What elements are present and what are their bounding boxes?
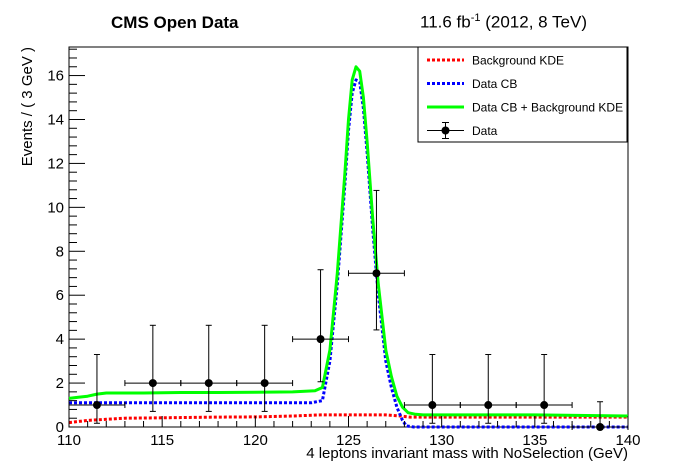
data-point — [403, 354, 461, 424]
y-tick-label: 2 — [56, 375, 64, 392]
x-tick-label: 120 — [243, 432, 268, 449]
y-tick-label: 6 — [56, 287, 64, 304]
data-marker — [540, 401, 549, 410]
energy-label: (2012, 8 TeV) — [480, 12, 587, 32]
x-tick-label: 125 — [336, 432, 361, 449]
data-marker — [596, 423, 605, 431]
legend-label: Data — [472, 124, 498, 138]
x-axis-label: 4 leptons invariant mass with NoSelectio… — [306, 445, 628, 462]
series-layer — [68, 65, 629, 429]
legend-label: Data CB — [472, 77, 517, 91]
x-tick-label: 130 — [429, 432, 454, 449]
data-marker — [260, 379, 269, 388]
y-tick-label: 16 — [47, 68, 64, 85]
y-tick-label: 8 — [56, 243, 64, 260]
legend-marker — [441, 126, 450, 135]
data-point — [348, 189, 405, 331]
x-tick-label: 110 — [57, 432, 81, 449]
y-tick-label: 0 — [56, 419, 64, 436]
legend-entry-background-kde: Background KDE — [427, 54, 564, 68]
data-marker — [92, 401, 101, 410]
x-tick-label: 135 — [522, 432, 547, 449]
legend-box — [417, 46, 628, 143]
data-marker — [316, 335, 325, 344]
data-marker — [148, 379, 157, 388]
x-tick-label: 115 — [150, 432, 174, 449]
data-marker — [484, 401, 493, 410]
data-point — [459, 354, 517, 424]
luminosity-exponent: -1 — [470, 12, 481, 24]
data-marker — [372, 269, 381, 278]
legend-entry-data: Data — [427, 122, 498, 139]
total-fit-curve — [68, 65, 629, 418]
data-marker — [204, 379, 213, 388]
y-tick-label: 14 — [47, 111, 64, 128]
legend-entry-data-cb: Data CB — [427, 77, 517, 91]
plot-right-title: 11.6 fb-1 (2012, 8 TeV) — [420, 12, 587, 33]
data-point — [236, 324, 294, 412]
data-point — [68, 354, 126, 424]
data-cb-curve — [69, 78, 628, 429]
legend-entry-total: Data CB + Background KDE — [427, 101, 623, 115]
axes-layer: 110 115 120 125 130 135 140 0 2 4 6 8 10 12 14 16 — [47, 48, 641, 449]
data-marker — [428, 401, 437, 410]
data-point — [571, 401, 629, 431]
legend-label: Background KDE — [472, 54, 564, 68]
data-points-layer — [68, 189, 629, 431]
data-point — [515, 354, 573, 424]
y-axis-label: Events / ( 3 GeV ) — [19, 47, 36, 166]
data-point — [180, 324, 238, 412]
legend: Background KDE Data CB Data CB + Backgroun… — [417, 46, 628, 143]
data-point — [124, 324, 182, 412]
luminosity-value: 11.6 fb — [420, 12, 471, 32]
y-tick-label: 4 — [56, 331, 64, 348]
plot-left-title: CMS Open Data — [111, 13, 239, 32]
legend-label: Data CB + Background KDE — [472, 101, 623, 115]
y-tick-label: 10 — [47, 199, 64, 216]
background-kde-curve — [68, 413, 628, 425]
data-point — [292, 269, 349, 383]
x-tick-label: 140 — [615, 432, 640, 449]
y-tick-label: 12 — [47, 155, 64, 172]
